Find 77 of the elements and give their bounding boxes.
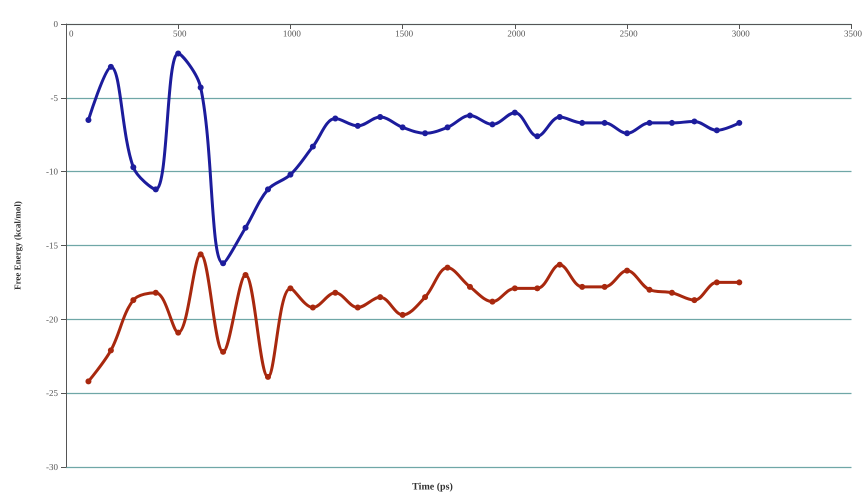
x-tick-label: 1000 [282, 28, 302, 38]
point [152, 290, 159, 296]
point [242, 224, 249, 231]
point [220, 348, 226, 355]
y-tick-label: -10 [46, 166, 58, 177]
point [534, 285, 540, 292]
point [736, 279, 742, 286]
point [85, 116, 92, 123]
point [152, 186, 159, 192]
x-tick-label: 3500 [844, 28, 862, 38]
point [466, 284, 473, 290]
point [444, 124, 451, 130]
point [400, 124, 406, 130]
point [332, 290, 338, 296]
point [264, 374, 271, 380]
x-tick-label: 1500 [395, 28, 414, 38]
point [264, 186, 271, 192]
point [354, 122, 361, 129]
point [646, 286, 653, 293]
point [714, 279, 720, 286]
point [668, 290, 675, 296]
point [668, 120, 675, 126]
y-tick-label: -5 [50, 92, 58, 103]
point [198, 251, 204, 258]
point [310, 144, 316, 150]
point [714, 127, 720, 134]
point [422, 294, 428, 300]
y-tick-label: -20 [46, 314, 58, 324]
point [512, 110, 518, 116]
x-tick-label: 0 [69, 28, 74, 38]
x-tick-label: 500 [172, 28, 187, 38]
x-axis-title: Time (ps) [412, 482, 453, 492]
x-tick-label: 2000 [507, 28, 526, 38]
y-tick-label: -30 [46, 462, 58, 472]
point [354, 304, 361, 311]
x-tick-label: 3000 [732, 28, 750, 38]
point [175, 50, 182, 57]
point [85, 378, 92, 384]
point [602, 284, 608, 290]
point [466, 112, 473, 119]
point [108, 347, 114, 354]
point [534, 133, 540, 140]
point [287, 285, 294, 292]
point [736, 120, 742, 126]
point [198, 84, 204, 90]
point [220, 260, 226, 266]
point [602, 120, 608, 126]
point [377, 294, 384, 300]
point [579, 284, 586, 290]
point [310, 304, 316, 311]
point [691, 297, 698, 304]
point [108, 64, 114, 70]
point [422, 130, 428, 136]
y-tick-label: 0 [54, 19, 58, 29]
point [130, 297, 136, 304]
point [646, 120, 653, 126]
point [489, 298, 496, 305]
y-axis-title: Free Energy (kcal/mol) [12, 201, 22, 290]
y-tick-label: -25 [46, 388, 58, 398]
point [691, 118, 698, 124]
point [444, 264, 451, 271]
point [242, 272, 249, 278]
point [556, 262, 563, 268]
point [400, 312, 406, 318]
point [489, 121, 496, 128]
point [556, 114, 563, 120]
point [624, 130, 630, 136]
point [175, 330, 182, 336]
point [624, 268, 630, 274]
point [332, 116, 338, 122]
point [512, 285, 518, 292]
point [130, 164, 136, 170]
point [377, 114, 384, 120]
y-tick-label: -15 [46, 240, 58, 250]
point [579, 120, 586, 126]
point [287, 172, 294, 178]
x-tick-label: 2500 [620, 28, 638, 38]
